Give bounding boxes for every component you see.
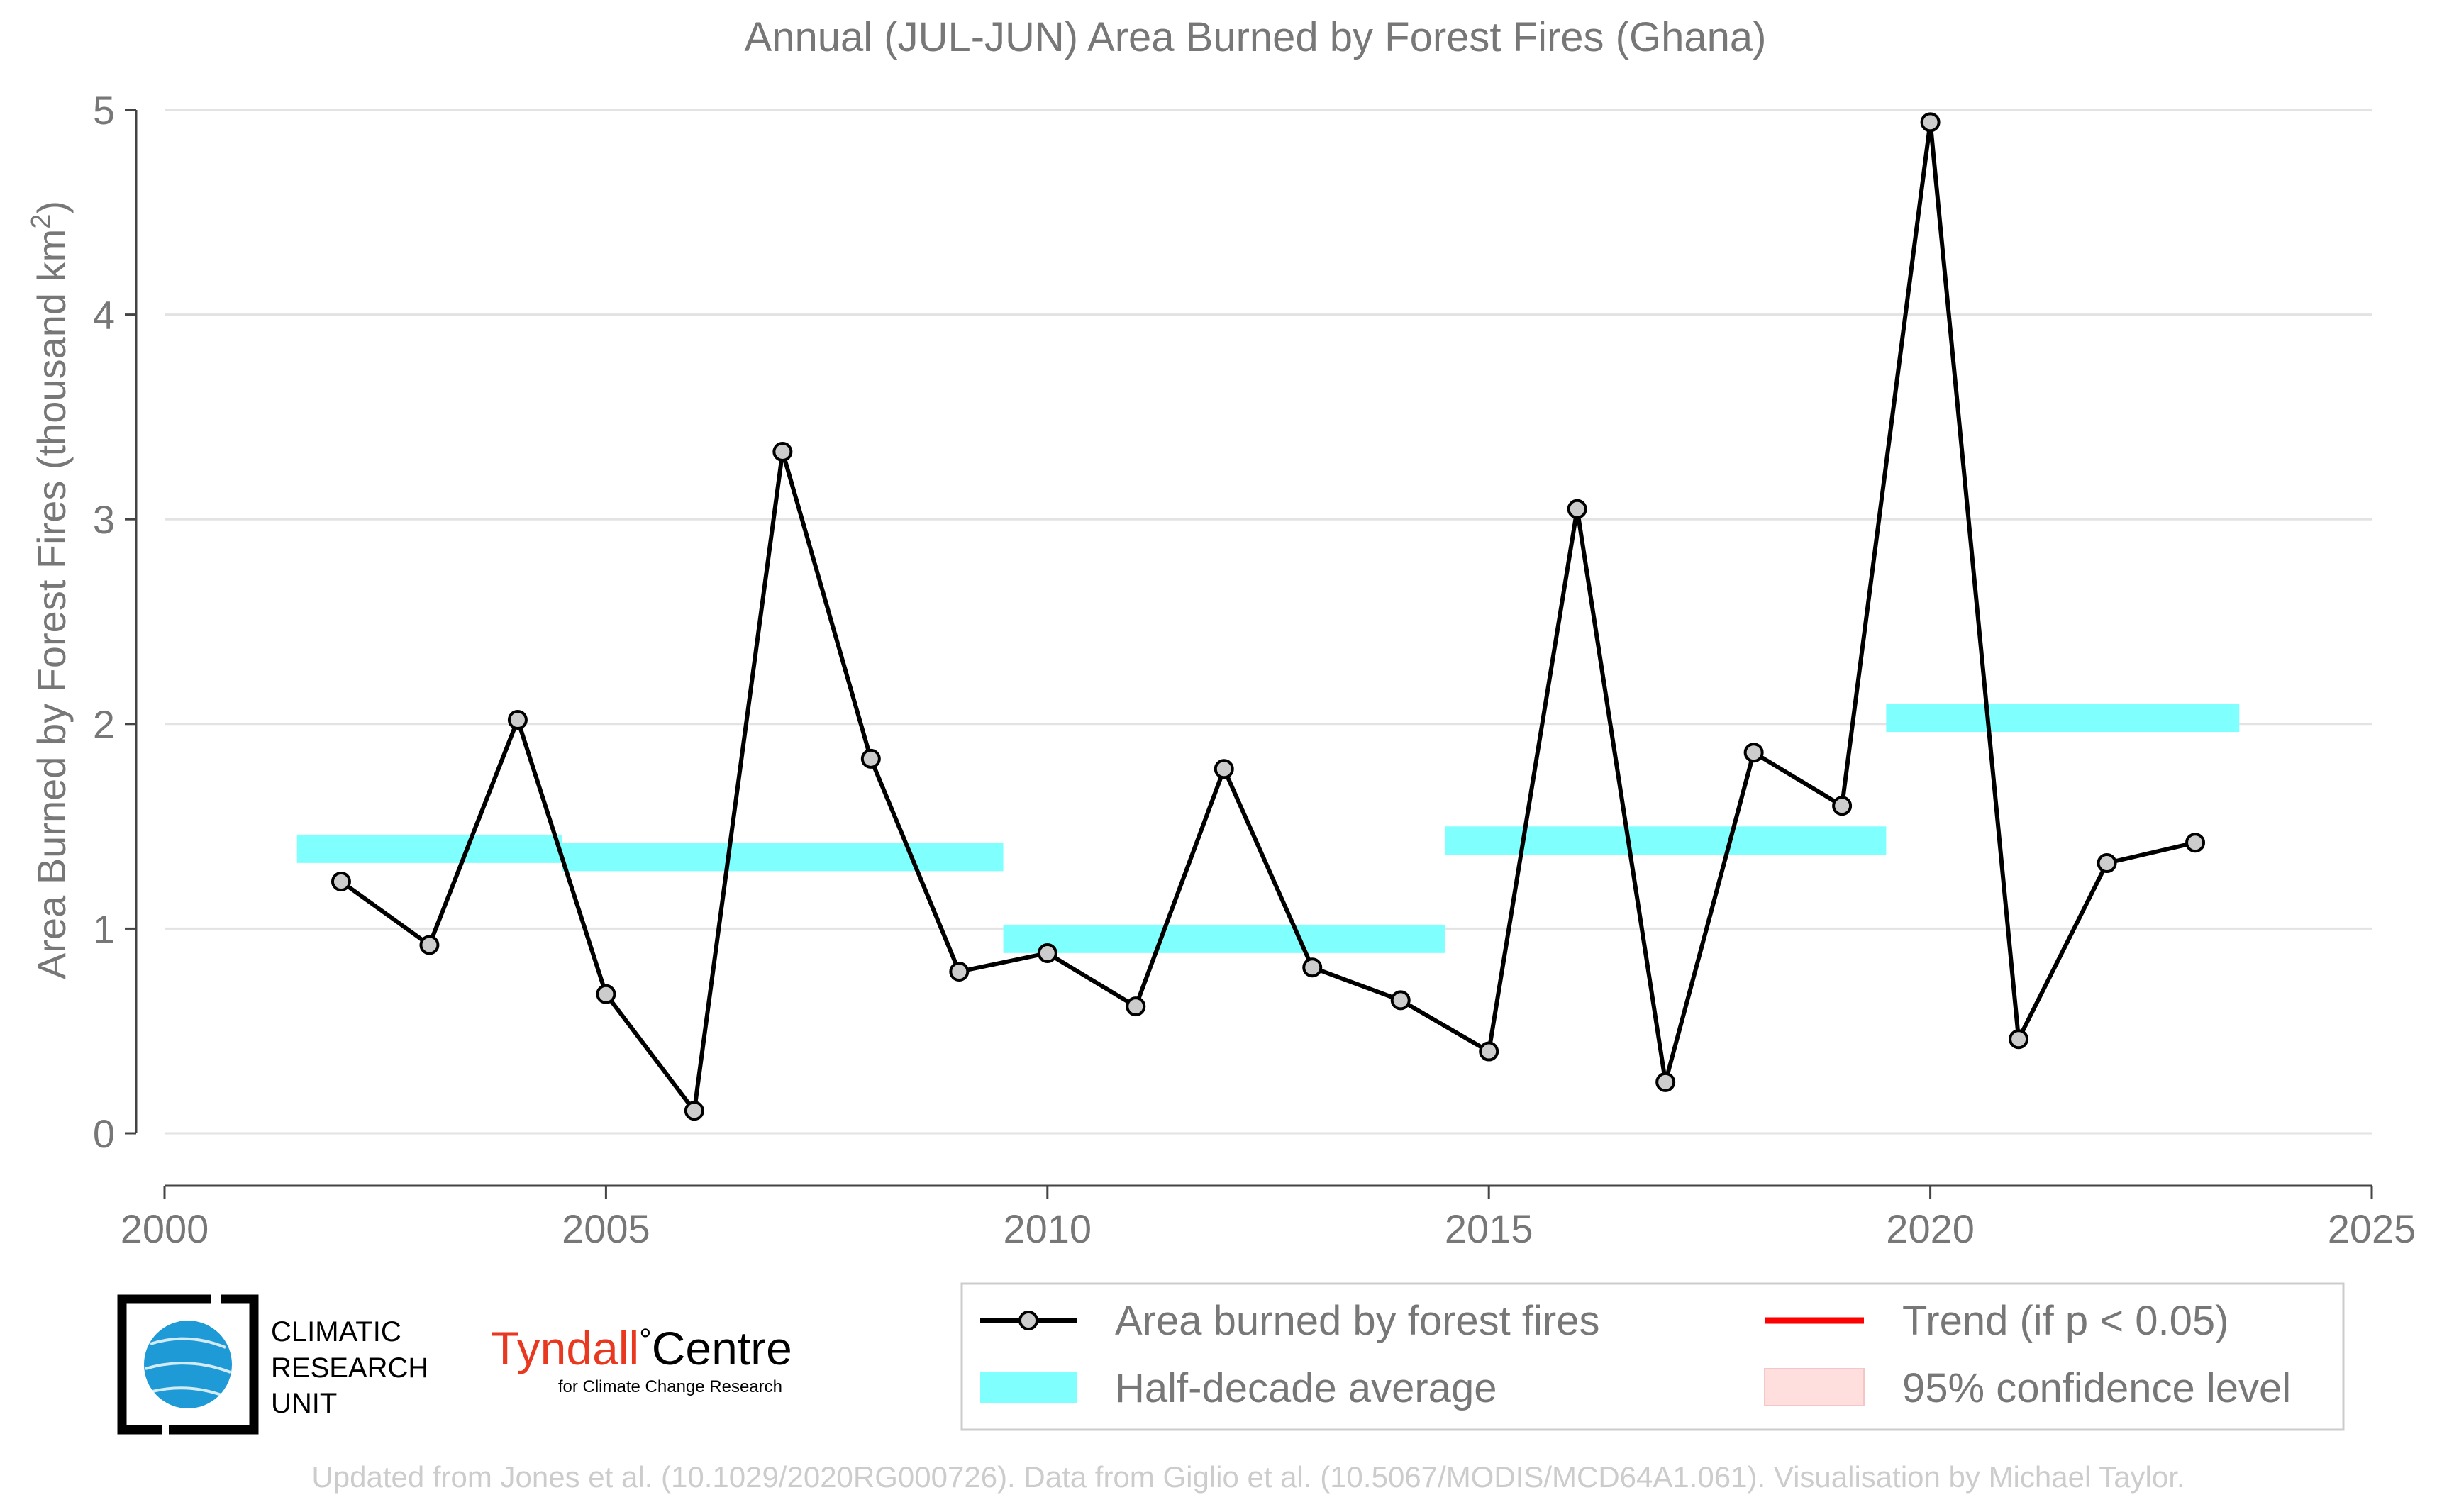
x-tick-label-2005: 2005 [562,1206,650,1251]
data-point-2012 [1214,759,1234,779]
half-decade-band-3 [1003,924,1445,953]
x-tick-label-2000: 2000 [121,1206,209,1251]
legend-entry-half-decade: Half-decade average [980,1365,1497,1411]
data-point-2003 [419,935,440,955]
tyndall-logo-degree: ° [639,1323,652,1357]
legend-entry-trend: Trend (if p < 0.05) [1765,1298,2228,1344]
data-point-2019 [1832,796,1853,816]
data-point-2021 [2009,1029,2029,1050]
data-point-2018 [1743,743,1764,763]
data-point-2017 [1655,1072,1676,1092]
y-tick-label-5: 5 [93,88,115,133]
x-tick-label-2020: 2020 [1886,1206,1975,1251]
y-axis-label-superscript: 2 [26,214,56,229]
x-tick-label-2015: 2015 [1445,1206,1533,1251]
data-point-2002 [331,872,351,892]
legend-label-trend: Trend (if p < 0.05) [1902,1298,2228,1344]
data-point-2016 [1567,499,1587,519]
cru-logo-line2: RESEARCH [271,1352,428,1384]
tyndall-logo-title: Tyndall°Centre [491,1322,792,1374]
data-point-2005 [596,984,616,1004]
x-tick-label-2025: 2025 [2328,1206,2416,1251]
tyndall-logo: Tyndall°Centre for Climate Change Resear… [491,1322,792,1396]
chart-title: Annual (JUL-JUN) Area Burned by Forest F… [745,14,1767,60]
data-point-2015 [1479,1041,1499,1062]
data-point-2009 [949,962,970,982]
half-decade-band-5 [1886,704,2240,733]
half-decade-band-4 [1444,826,1887,855]
legend-entry-area-burned: Area burned by forest fires [980,1298,1599,1344]
data-point-2007 [772,441,793,462]
tyndall-logo-centre: Centre [652,1322,792,1374]
y-tick-label-1: 1 [93,906,115,951]
y-axis-label-close: ) [29,201,74,214]
legend-label-half-decade: Half-decade average [1115,1365,1497,1411]
data-point-2011 [1126,996,1146,1017]
legend-label-area-burned: Area burned by forest fires [1115,1298,1599,1344]
cru-logo-bracket-left [117,1294,211,1435]
series-line-area-burned [340,120,2196,1113]
cru-logo-line3: UNIT [271,1388,337,1419]
cru-logo: CLIMATIC RESEARCH UNIT [117,1294,428,1435]
cru-logo-bracket-right [169,1294,259,1435]
tyndall-logo-name: Tyndall [491,1322,639,1374]
half-decade-band-1 [296,834,562,863]
legend-swatch-confidence [1764,1368,1865,1406]
footnote-credits: Updated from Jones et al. (10.1029/2020R… [311,1460,2185,1494]
y-axis-label-main: Area Burned by Forest Fires (thousand km [29,229,74,979]
data-point-2006 [684,1101,704,1121]
legend-swatch-half-decade [980,1372,1077,1403]
legend: Area burned by forest fires Trend (if p … [960,1282,2345,1431]
legend-frame [960,1282,2345,1431]
y-axis-label: Area Burned by Forest Fires (thousand km… [26,201,74,979]
series-markers [331,112,2206,1121]
cru-globe-lines [145,1337,231,1397]
half-decade-bands [296,704,2240,953]
cru-logo-line1: CLIMATIC [271,1316,401,1347]
data-point-2014 [1390,990,1411,1011]
tyndall-logo-subtitle: for Climate Change Research [558,1377,782,1396]
legend-marker-area-burned [1018,1311,1038,1330]
data-point-2013 [1302,957,1323,978]
y-tick-label-0: 0 [93,1111,115,1156]
y-tick-label-3: 3 [93,497,115,542]
legend-label-confidence: 95% confidence level [1902,1365,2291,1411]
data-point-2008 [860,748,881,769]
y-tick-label-2: 2 [93,702,115,747]
data-point-2022 [2097,853,2117,874]
legend-entry-confidence: 95% confidence level [1764,1365,2291,1411]
data-point-2004 [507,710,528,730]
data-point-2010 [1037,943,1057,964]
half-decade-band-2 [562,843,1004,872]
series-line-group [340,120,2196,1113]
x-tick-label-2010: 2010 [1004,1206,1092,1251]
data-point-2023 [2185,833,2206,853]
data-point-2020 [1920,112,1941,133]
y-axis-ticks: 0 1 2 3 4 5 [93,88,136,1156]
x-axis-ticks: 2000 2005 2010 2015 2020 2025 [121,1186,2416,1251]
y-tick-label-4: 4 [93,293,115,338]
